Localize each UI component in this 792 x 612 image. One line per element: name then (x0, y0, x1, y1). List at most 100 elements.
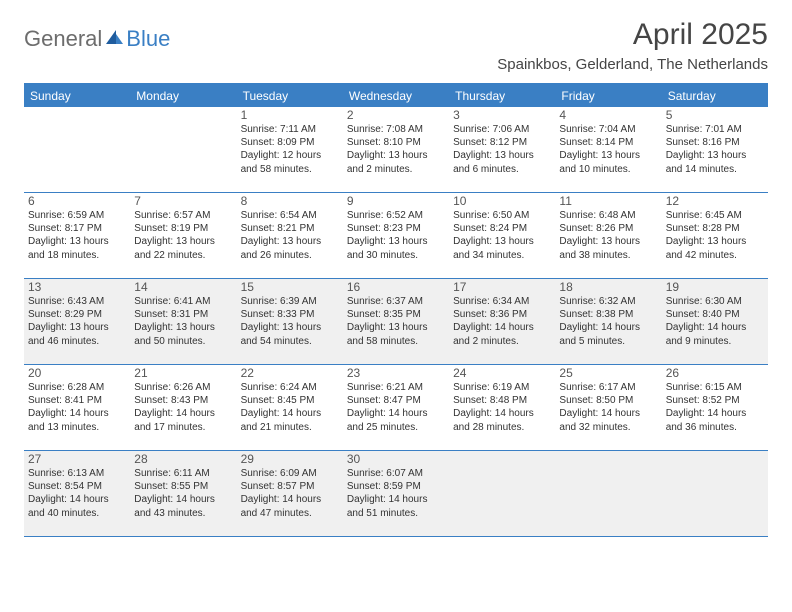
day-details: Sunrise: 6:30 AM Sunset: 8:40 PM Dayligh… (666, 295, 764, 348)
empty-cell (130, 107, 236, 192)
day-number: 5 (666, 108, 764, 122)
day-details: Sunrise: 6:21 AM Sunset: 8:47 PM Dayligh… (347, 381, 445, 434)
day-cell-9: 9Sunrise: 6:52 AM Sunset: 8:23 PM Daylig… (343, 193, 449, 278)
week-row: 6Sunrise: 6:59 AM Sunset: 8:17 PM Daylig… (24, 193, 768, 279)
day-cell-7: 7Sunrise: 6:57 AM Sunset: 8:19 PM Daylig… (130, 193, 236, 278)
day-details: Sunrise: 6:32 AM Sunset: 8:38 PM Dayligh… (559, 295, 657, 348)
day-details: Sunrise: 6:57 AM Sunset: 8:19 PM Dayligh… (134, 209, 232, 262)
day-number: 29 (241, 452, 339, 466)
day-details: Sunrise: 6:39 AM Sunset: 8:33 PM Dayligh… (241, 295, 339, 348)
day-details: Sunrise: 7:01 AM Sunset: 8:16 PM Dayligh… (666, 123, 764, 176)
day-cell-17: 17Sunrise: 6:34 AM Sunset: 8:36 PM Dayli… (449, 279, 555, 364)
day-number: 30 (347, 452, 445, 466)
day-cell-11: 11Sunrise: 6:48 AM Sunset: 8:26 PM Dayli… (555, 193, 661, 278)
day-cell-24: 24Sunrise: 6:19 AM Sunset: 8:48 PM Dayli… (449, 365, 555, 450)
day-number: 16 (347, 280, 445, 294)
day-cell-20: 20Sunrise: 6:28 AM Sunset: 8:41 PM Dayli… (24, 365, 130, 450)
day-cell-23: 23Sunrise: 6:21 AM Sunset: 8:47 PM Dayli… (343, 365, 449, 450)
logo-text-blue: Blue (126, 26, 170, 52)
day-number: 9 (347, 194, 445, 208)
day-details: Sunrise: 6:52 AM Sunset: 8:23 PM Dayligh… (347, 209, 445, 262)
dow-wednesday: Wednesday (343, 85, 449, 107)
day-cell-25: 25Sunrise: 6:17 AM Sunset: 8:50 PM Dayli… (555, 365, 661, 450)
day-number: 11 (559, 194, 657, 208)
dow-tuesday: Tuesday (237, 85, 343, 107)
empty-cell (449, 451, 555, 536)
logo-text-general: General (24, 26, 102, 52)
day-number: 15 (241, 280, 339, 294)
logo-sail-icon (104, 28, 124, 51)
header: General Blue April 2025 Spainkbos, Gelde… (24, 18, 768, 73)
day-cell-19: 19Sunrise: 6:30 AM Sunset: 8:40 PM Dayli… (662, 279, 768, 364)
day-cell-10: 10Sunrise: 6:50 AM Sunset: 8:24 PM Dayli… (449, 193, 555, 278)
day-number: 6 (28, 194, 126, 208)
day-number: 21 (134, 366, 232, 380)
day-cell-2: 2Sunrise: 7:08 AM Sunset: 8:10 PM Daylig… (343, 107, 449, 192)
day-number: 17 (453, 280, 551, 294)
day-number: 22 (241, 366, 339, 380)
week-row: 27Sunrise: 6:13 AM Sunset: 8:54 PM Dayli… (24, 451, 768, 537)
day-number: 4 (559, 108, 657, 122)
empty-cell (662, 451, 768, 536)
day-cell-15: 15Sunrise: 6:39 AM Sunset: 8:33 PM Dayli… (237, 279, 343, 364)
day-cell-12: 12Sunrise: 6:45 AM Sunset: 8:28 PM Dayli… (662, 193, 768, 278)
title-block: April 2025 Spainkbos, Gelderland, The Ne… (497, 18, 768, 73)
empty-cell (24, 107, 130, 192)
day-cell-27: 27Sunrise: 6:13 AM Sunset: 8:54 PM Dayli… (24, 451, 130, 536)
week-row: 13Sunrise: 6:43 AM Sunset: 8:29 PM Dayli… (24, 279, 768, 365)
day-details: Sunrise: 6:34 AM Sunset: 8:36 PM Dayligh… (453, 295, 551, 348)
day-cell-8: 8Sunrise: 6:54 AM Sunset: 8:21 PM Daylig… (237, 193, 343, 278)
day-cell-1: 1Sunrise: 7:11 AM Sunset: 8:09 PM Daylig… (237, 107, 343, 192)
calendar-page: General Blue April 2025 Spainkbos, Gelde… (0, 0, 792, 537)
day-number: 23 (347, 366, 445, 380)
day-number: 2 (347, 108, 445, 122)
day-details: Sunrise: 7:06 AM Sunset: 8:12 PM Dayligh… (453, 123, 551, 176)
weeks-container: 1Sunrise: 7:11 AM Sunset: 8:09 PM Daylig… (24, 107, 768, 537)
day-cell-6: 6Sunrise: 6:59 AM Sunset: 8:17 PM Daylig… (24, 193, 130, 278)
day-number: 27 (28, 452, 126, 466)
day-number: 28 (134, 452, 232, 466)
day-number: 10 (453, 194, 551, 208)
day-cell-18: 18Sunrise: 6:32 AM Sunset: 8:38 PM Dayli… (555, 279, 661, 364)
day-details: Sunrise: 6:07 AM Sunset: 8:59 PM Dayligh… (347, 467, 445, 520)
calendar-grid: SundayMondayTuesdayWednesdayThursdayFrid… (24, 85, 768, 537)
day-number: 20 (28, 366, 126, 380)
day-of-week-row: SundayMondayTuesdayWednesdayThursdayFrid… (24, 85, 768, 107)
day-number: 19 (666, 280, 764, 294)
day-details: Sunrise: 6:50 AM Sunset: 8:24 PM Dayligh… (453, 209, 551, 262)
day-number: 3 (453, 108, 551, 122)
day-number: 26 (666, 366, 764, 380)
dow-monday: Monday (130, 85, 236, 107)
day-number: 18 (559, 280, 657, 294)
day-details: Sunrise: 6:54 AM Sunset: 8:21 PM Dayligh… (241, 209, 339, 262)
day-number: 7 (134, 194, 232, 208)
day-cell-14: 14Sunrise: 6:41 AM Sunset: 8:31 PM Dayli… (130, 279, 236, 364)
day-number: 12 (666, 194, 764, 208)
day-cell-3: 3Sunrise: 7:06 AM Sunset: 8:12 PM Daylig… (449, 107, 555, 192)
day-details: Sunrise: 6:13 AM Sunset: 8:54 PM Dayligh… (28, 467, 126, 520)
day-cell-4: 4Sunrise: 7:04 AM Sunset: 8:14 PM Daylig… (555, 107, 661, 192)
day-cell-13: 13Sunrise: 6:43 AM Sunset: 8:29 PM Dayli… (24, 279, 130, 364)
day-cell-22: 22Sunrise: 6:24 AM Sunset: 8:45 PM Dayli… (237, 365, 343, 450)
dow-friday: Friday (555, 85, 661, 107)
day-number: 14 (134, 280, 232, 294)
day-details: Sunrise: 6:48 AM Sunset: 8:26 PM Dayligh… (559, 209, 657, 262)
day-cell-26: 26Sunrise: 6:15 AM Sunset: 8:52 PM Dayli… (662, 365, 768, 450)
day-cell-21: 21Sunrise: 6:26 AM Sunset: 8:43 PM Dayli… (130, 365, 236, 450)
logo: General Blue (24, 26, 170, 52)
day-details: Sunrise: 7:04 AM Sunset: 8:14 PM Dayligh… (559, 123, 657, 176)
day-details: Sunrise: 6:17 AM Sunset: 8:50 PM Dayligh… (559, 381, 657, 434)
day-details: Sunrise: 6:41 AM Sunset: 8:31 PM Dayligh… (134, 295, 232, 348)
location-label: Spainkbos, Gelderland, The Netherlands (497, 56, 768, 73)
day-details: Sunrise: 6:24 AM Sunset: 8:45 PM Dayligh… (241, 381, 339, 434)
day-details: Sunrise: 6:28 AM Sunset: 8:41 PM Dayligh… (28, 381, 126, 434)
day-cell-16: 16Sunrise: 6:37 AM Sunset: 8:35 PM Dayli… (343, 279, 449, 364)
day-details: Sunrise: 6:45 AM Sunset: 8:28 PM Dayligh… (666, 209, 764, 262)
dow-saturday: Saturday (662, 85, 768, 107)
dow-sunday: Sunday (24, 85, 130, 107)
day-number: 24 (453, 366, 551, 380)
month-title: April 2025 (497, 18, 768, 52)
day-number: 1 (241, 108, 339, 122)
day-details: Sunrise: 6:19 AM Sunset: 8:48 PM Dayligh… (453, 381, 551, 434)
day-number: 25 (559, 366, 657, 380)
